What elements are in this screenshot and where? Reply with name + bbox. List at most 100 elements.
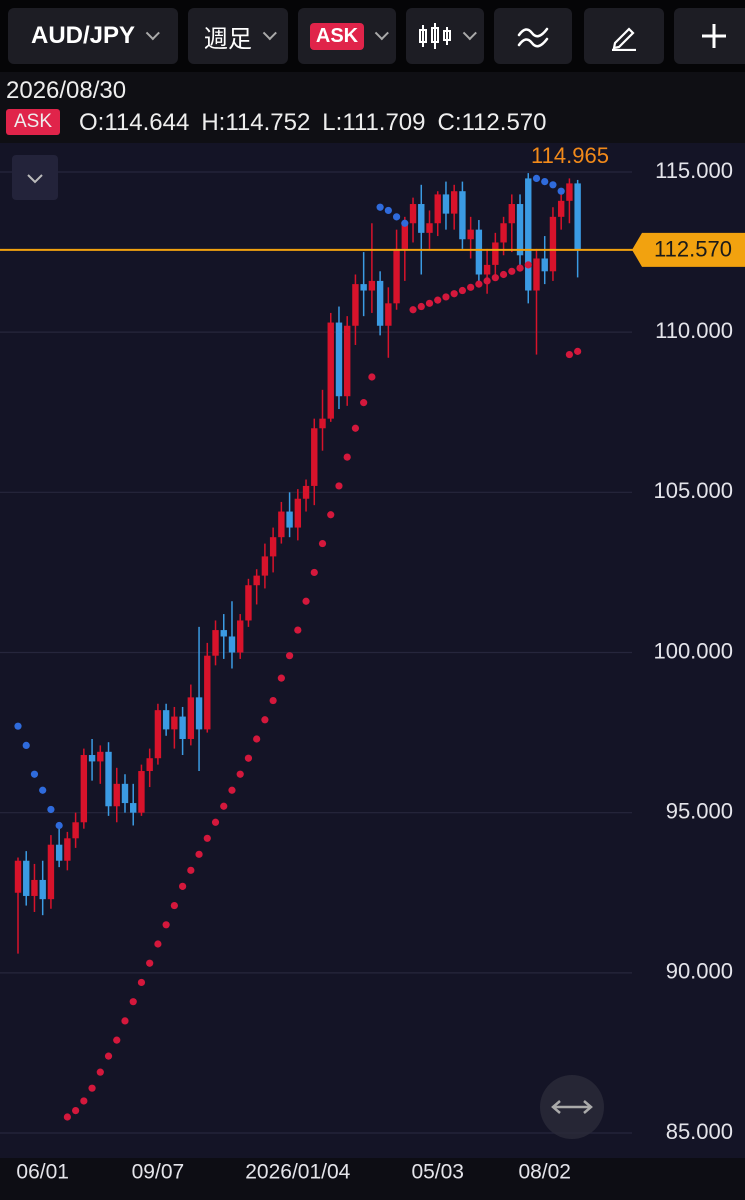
sar-dot bbox=[327, 511, 335, 519]
candle-body bbox=[171, 716, 178, 730]
sar-dot bbox=[220, 802, 228, 810]
sar-dot bbox=[39, 786, 47, 794]
ohlc-open: O:114.644 bbox=[79, 109, 190, 136]
sar-dot bbox=[228, 786, 236, 794]
sar-dot bbox=[483, 277, 491, 285]
candle-body bbox=[39, 879, 46, 900]
candle-body bbox=[253, 575, 260, 586]
sar-dot bbox=[368, 373, 376, 381]
symbol: AUD/JPY bbox=[30, 22, 136, 49]
candle-body bbox=[278, 511, 285, 538]
sar-dot bbox=[179, 882, 187, 890]
sar-dot bbox=[351, 424, 360, 432]
candle-body bbox=[220, 630, 227, 637]
add-button[interactable] bbox=[674, 8, 745, 64]
candle-body bbox=[508, 204, 515, 224]
candle-body bbox=[97, 751, 104, 762]
sar-dot bbox=[302, 597, 310, 605]
sar-dot bbox=[343, 453, 351, 461]
candle-body bbox=[146, 758, 153, 772]
candle-body bbox=[516, 204, 524, 256]
sar-dot bbox=[467, 283, 475, 291]
candle-body bbox=[138, 771, 145, 813]
collapse-button[interactable] bbox=[12, 155, 58, 200]
draw-button[interactable] bbox=[584, 8, 664, 64]
candle-body bbox=[245, 585, 252, 621]
symbol-button[interactable]: AUD/JPY bbox=[8, 8, 178, 64]
chart-type-button[interactable] bbox=[406, 8, 484, 64]
candle-body bbox=[409, 204, 417, 224]
candle-body bbox=[549, 216, 557, 272]
sar-dot bbox=[524, 261, 532, 269]
candle-body bbox=[360, 284, 367, 291]
candle-body bbox=[162, 710, 170, 730]
sar-dot bbox=[310, 568, 318, 577]
sar-dot bbox=[170, 901, 178, 910]
sar-dot bbox=[162, 921, 170, 929]
candle-body bbox=[261, 556, 269, 576]
ohlc-close: C:112.570 bbox=[437, 109, 547, 136]
high-marker-label: 114.965 bbox=[531, 143, 609, 168]
sar-dot bbox=[236, 770, 244, 778]
candle-body bbox=[23, 860, 30, 896]
sar-dot bbox=[63, 1113, 71, 1121]
candle-body bbox=[566, 183, 573, 201]
candle-body bbox=[47, 844, 55, 900]
ohlc: O:114.644 H:114.752 L:111.709 C:112.570 bbox=[79, 109, 547, 137]
candle-body bbox=[179, 716, 186, 739]
sar-dot bbox=[458, 286, 467, 295]
x-tick-label: 2026/01/04 bbox=[245, 1161, 350, 1184]
sar-dot bbox=[129, 998, 137, 1006]
candle-body bbox=[228, 636, 236, 653]
sar-dot bbox=[55, 821, 63, 830]
candle-icon bbox=[419, 23, 451, 49]
candle-body bbox=[269, 537, 277, 557]
sar-dot bbox=[557, 187, 565, 195]
sar-dot bbox=[146, 959, 154, 967]
candle-body bbox=[335, 322, 343, 397]
indicator-button[interactable] bbox=[494, 8, 572, 64]
sar-dot bbox=[475, 280, 483, 288]
candle-body bbox=[154, 710, 162, 759]
sar-dot bbox=[508, 267, 516, 275]
sar-dot bbox=[499, 270, 508, 279]
current-price-label: 112.570 bbox=[654, 237, 732, 262]
candle-body bbox=[55, 844, 63, 861]
y-tick-label: 100.000 bbox=[653, 638, 733, 663]
sar-dot bbox=[154, 940, 162, 948]
period-button[interactable]: 週足 bbox=[188, 8, 288, 64]
sar-dot bbox=[409, 306, 417, 314]
sar-dot bbox=[401, 219, 409, 227]
candle-body bbox=[475, 229, 483, 275]
sar-dot bbox=[565, 350, 574, 359]
price-type-button[interactable]: ASK bbox=[298, 8, 396, 64]
sar-dot bbox=[88, 1084, 96, 1092]
date: 2026/08/30 bbox=[6, 77, 127, 104]
sar-dot bbox=[491, 274, 499, 282]
sar-dot bbox=[516, 264, 524, 272]
candle-body bbox=[113, 783, 120, 807]
sar-dot bbox=[318, 539, 327, 548]
candle-body bbox=[557, 200, 565, 217]
candle-body bbox=[294, 498, 302, 528]
y-tick-label: 95.000 bbox=[666, 798, 733, 823]
caret bbox=[145, 26, 160, 41]
ohlc-high: H:114.752 bbox=[201, 109, 311, 136]
candle-body bbox=[368, 280, 376, 291]
ohlc-low: L:111.709 bbox=[322, 109, 426, 136]
candle-body bbox=[426, 223, 433, 233]
sar-dot bbox=[14, 722, 22, 730]
candle-body bbox=[121, 783, 129, 804]
sar-dot bbox=[22, 741, 30, 750]
toolbar: AUD/JPY 週足 ASK bbox=[0, 0, 745, 72]
candle-body bbox=[72, 822, 79, 839]
candle-body bbox=[401, 223, 409, 249]
sar-dot bbox=[211, 818, 220, 826]
candle-body bbox=[385, 303, 392, 326]
chevron bbox=[27, 174, 43, 184]
candle-body bbox=[130, 803, 137, 813]
caret bbox=[374, 26, 390, 41]
sar-dot bbox=[574, 347, 582, 355]
